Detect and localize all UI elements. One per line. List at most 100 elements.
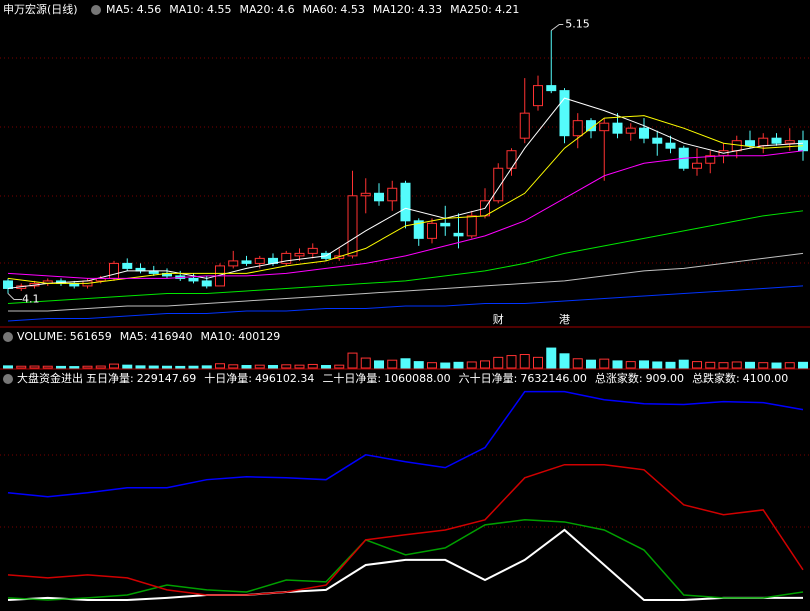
ma-line bbox=[7, 97, 804, 289]
volume-bar bbox=[758, 362, 769, 369]
event-marker: 财 bbox=[493, 312, 504, 326]
legend-label: 十日净量: bbox=[204, 371, 252, 385]
legend-label: 五日净量: bbox=[86, 371, 134, 385]
legend-value: 4100.00 bbox=[743, 372, 789, 385]
legend-label: MA60: bbox=[303, 3, 338, 16]
legend-value: 4.56 bbox=[137, 3, 162, 16]
legend-value: 416940 bbox=[151, 330, 193, 343]
volume-bar bbox=[745, 361, 755, 369]
menu-icon[interactable] bbox=[91, 5, 101, 15]
volume-bar bbox=[625, 361, 636, 369]
volume-bar bbox=[440, 362, 451, 369]
candle-body bbox=[784, 140, 795, 144]
legend-value: 7632146.00 bbox=[520, 372, 586, 385]
candle-body bbox=[546, 85, 557, 92]
volume-bar bbox=[188, 365, 199, 369]
candle-body bbox=[3, 280, 13, 289]
volume-bar bbox=[148, 365, 159, 369]
volume-bar bbox=[215, 363, 225, 369]
candle-body bbox=[201, 280, 212, 287]
candle-body bbox=[360, 192, 371, 197]
volume-bar bbox=[599, 358, 610, 369]
indicator-line bbox=[7, 390, 804, 498]
volume-bar bbox=[413, 361, 424, 369]
candle-body bbox=[281, 252, 292, 264]
volume-bar bbox=[294, 364, 305, 369]
volume-bar bbox=[427, 362, 437, 369]
volume-bar bbox=[29, 365, 40, 369]
volume-bar bbox=[784, 362, 795, 369]
volume-bar bbox=[122, 364, 133, 369]
candle-body bbox=[307, 247, 318, 254]
volume-bar bbox=[307, 363, 318, 369]
candle-body bbox=[771, 137, 782, 144]
candle-body bbox=[758, 137, 769, 147]
candle-body bbox=[400, 182, 411, 222]
candle-body bbox=[374, 192, 384, 202]
candle-body bbox=[639, 127, 649, 139]
volume-bar bbox=[268, 365, 278, 369]
menu-icon[interactable] bbox=[3, 374, 13, 384]
volume-bar bbox=[3, 365, 13, 369]
event-marker: 港 bbox=[559, 313, 570, 326]
volume-bar bbox=[321, 365, 331, 369]
volume-bar bbox=[228, 364, 239, 369]
candle-body bbox=[559, 90, 570, 137]
legend-value: 909.00 bbox=[646, 372, 685, 385]
legend-label: 大盘资金进出 bbox=[17, 371, 83, 385]
candle-body bbox=[254, 257, 265, 264]
volume-bar bbox=[82, 365, 93, 369]
candle-body bbox=[533, 85, 543, 107]
volume-bar bbox=[466, 361, 477, 369]
legend-label: MA120: bbox=[373, 3, 415, 16]
candle-body bbox=[519, 112, 530, 139]
legend-label: 二十日净量: bbox=[322, 371, 381, 385]
legend-label: VOLUME: bbox=[17, 330, 67, 343]
candle-body bbox=[387, 187, 398, 202]
volume-bar bbox=[400, 358, 411, 369]
legend-value: 4.6 bbox=[277, 3, 295, 16]
legend-value: 496102.34 bbox=[255, 372, 315, 385]
legend-label: 总涨家数: bbox=[595, 371, 643, 385]
candle-body bbox=[493, 167, 504, 202]
volume-bar bbox=[678, 359, 689, 369]
candle-body bbox=[466, 215, 477, 237]
volume-bar bbox=[135, 365, 146, 369]
candle-body bbox=[228, 260, 239, 267]
ma-line bbox=[7, 115, 804, 284]
chart-title: 申万宏源(日线) bbox=[3, 2, 78, 16]
volume-bar bbox=[201, 365, 212, 369]
indicator-line bbox=[7, 463, 804, 596]
menu-icon[interactable] bbox=[3, 332, 13, 342]
candle-body bbox=[109, 262, 119, 279]
legend-value: 229147.69 bbox=[137, 372, 197, 385]
annotation: 4.1 bbox=[22, 292, 40, 305]
candle-body bbox=[294, 252, 305, 257]
candle-body bbox=[705, 155, 716, 164]
legend-value: 561659 bbox=[70, 330, 112, 343]
annotation-arrow bbox=[7, 293, 22, 300]
volume-bar bbox=[56, 365, 66, 369]
volume-bar bbox=[241, 365, 252, 369]
volume-bar bbox=[42, 365, 53, 369]
volume-bar bbox=[533, 356, 543, 369]
candle-body bbox=[652, 137, 663, 144]
volume-bar bbox=[175, 365, 186, 369]
volume-bar bbox=[334, 364, 345, 369]
candle-body bbox=[692, 162, 702, 169]
legend-value: 1060088.00 bbox=[384, 372, 450, 385]
legend-label: MA10: bbox=[169, 3, 204, 16]
volume-bar bbox=[16, 365, 27, 369]
volume-bar bbox=[731, 361, 742, 369]
candle-body bbox=[440, 222, 451, 227]
volume-bar bbox=[387, 359, 398, 369]
volume-bar bbox=[798, 361, 808, 369]
volume-bar bbox=[639, 360, 649, 369]
volume-bar bbox=[572, 358, 583, 369]
indicator-line bbox=[7, 528, 803, 602]
volume-bar bbox=[374, 360, 384, 369]
volume-bar bbox=[559, 353, 570, 369]
annotation: 5.15 bbox=[565, 18, 590, 31]
candle-body bbox=[599, 122, 610, 132]
